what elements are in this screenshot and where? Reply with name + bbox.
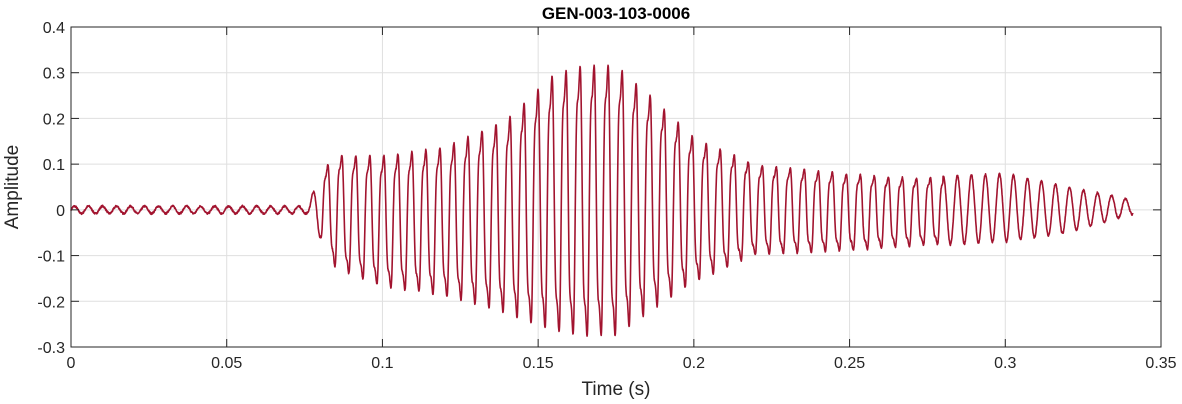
y-tick-label: 0.4 bbox=[43, 20, 65, 37]
x-tick-label: 0.05 bbox=[211, 355, 242, 372]
x-tick-label: 0.25 bbox=[834, 355, 865, 372]
x-tick-label: 0.1 bbox=[371, 355, 393, 372]
signal-layer bbox=[70, 64, 1134, 337]
x-tick-label: 0 bbox=[67, 355, 76, 372]
y-tick-label: 0.3 bbox=[43, 66, 65, 83]
y-tick-label: 0.1 bbox=[43, 157, 65, 174]
x-tick-label: 0.15 bbox=[523, 355, 554, 372]
y-tick-label: -0.2 bbox=[37, 294, 65, 311]
y-tick-label: -0.3 bbox=[37, 340, 65, 357]
chart-title: GEN-003-103-0006 bbox=[542, 4, 690, 23]
x-tick-label: 0.2 bbox=[683, 355, 705, 372]
ticks-layer: 0 0.05 0.1 0.15 0.2 0.25 0.3 0.35 -0.3 -0.2 -0.1 0 0… bbox=[37, 20, 1176, 372]
y-tick-label: 0.2 bbox=[43, 111, 65, 128]
y-axis-title: Amplitude bbox=[2, 145, 23, 230]
y-tick-label: -0.1 bbox=[37, 249, 65, 266]
signal-line bbox=[70, 64, 1134, 337]
x-tick-label: 0.3 bbox=[994, 355, 1016, 372]
y-tick-label: 0 bbox=[56, 203, 65, 220]
x-axis-title: Time (s) bbox=[582, 379, 651, 400]
plot-area-box bbox=[70, 26, 1162, 348]
x-tick-label: 0.35 bbox=[1145, 355, 1176, 372]
